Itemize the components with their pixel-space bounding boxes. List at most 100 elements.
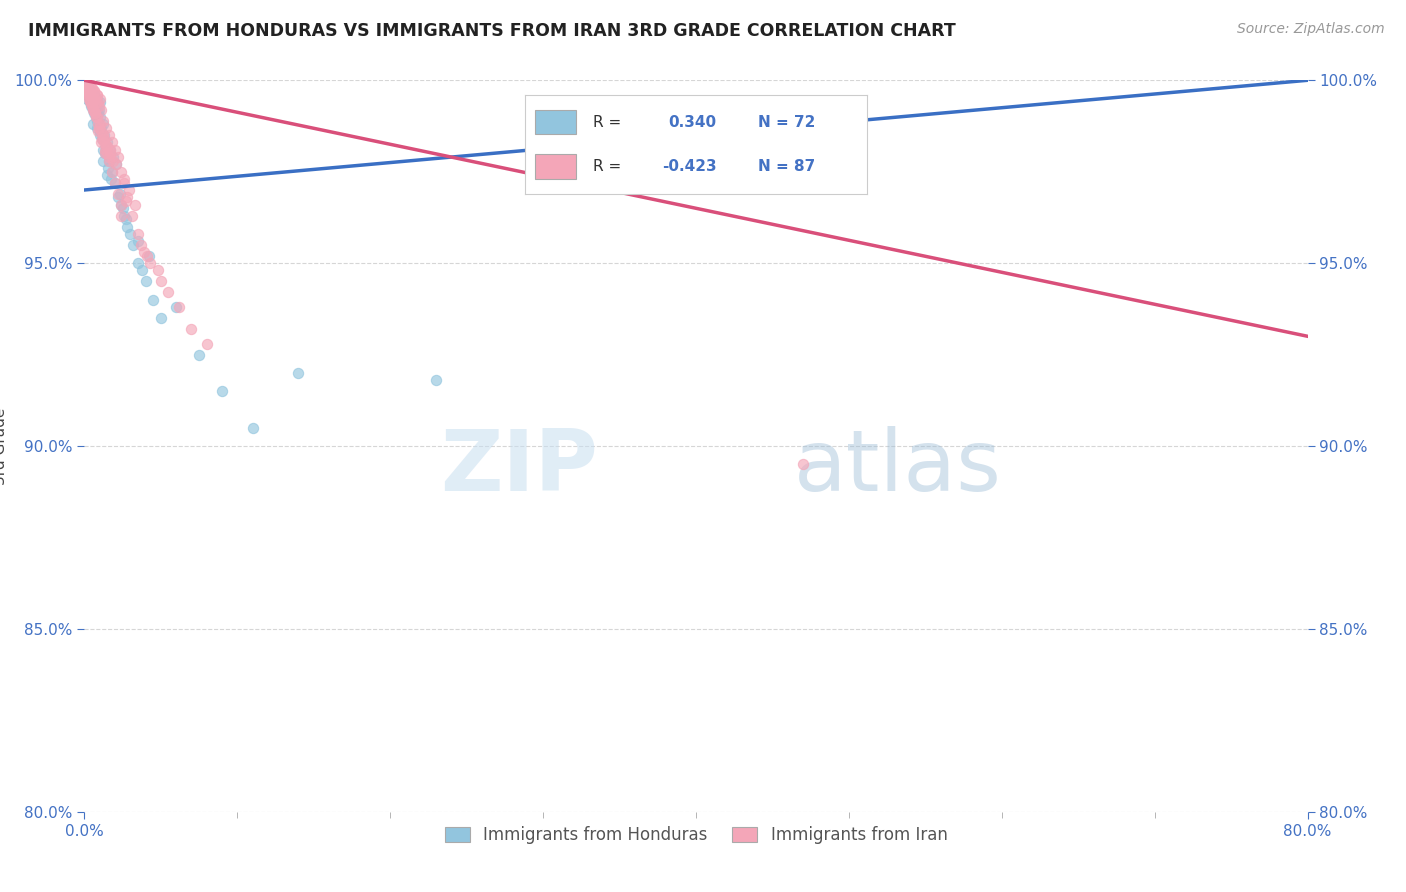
Point [84, 106, 107, 120]
Point [82, 95, 104, 110]
Point [86, 87, 108, 102]
Point [100, 172, 122, 186]
Point [114, 194, 136, 208]
Point [135, 275, 157, 289]
Point [96, 139, 118, 153]
Point [425, 373, 447, 387]
Point [94, 139, 117, 153]
Point [79, 87, 101, 102]
Point [77, 87, 100, 102]
Point [98, 150, 121, 164]
Point [142, 293, 165, 307]
Point [115, 190, 138, 204]
Point [792, 458, 814, 472]
Point [121, 209, 143, 223]
Point [76, 80, 98, 95]
Point [93, 146, 115, 161]
Point [83, 84, 105, 98]
Point [91, 132, 114, 146]
Point [83, 87, 105, 102]
Point [124, 197, 146, 211]
Point [96, 146, 118, 161]
Point [115, 219, 138, 234]
Point [97, 153, 120, 168]
Point [94, 143, 117, 157]
Point [86, 103, 108, 117]
Point [89, 128, 111, 143]
Point [84, 95, 107, 110]
Point [195, 336, 218, 351]
Point [138, 249, 160, 263]
Point [165, 300, 187, 314]
Point [77, 80, 100, 95]
Point [93, 143, 115, 157]
Point [91, 117, 114, 131]
Point [110, 164, 132, 178]
Y-axis label: 3rd Grade: 3rd Grade [0, 408, 7, 484]
Point [87, 124, 110, 138]
Point [79, 95, 101, 110]
Point [287, 366, 309, 380]
Point [105, 157, 128, 171]
Point [86, 87, 108, 102]
Point [82, 103, 104, 117]
Point [79, 95, 101, 110]
Point [129, 238, 152, 252]
Point [136, 249, 159, 263]
Point [80, 99, 103, 113]
Point [89, 120, 111, 135]
Point [122, 238, 145, 252]
Point [131, 263, 153, 277]
Point [211, 384, 233, 399]
Point [77, 87, 100, 102]
Point [98, 143, 121, 157]
Point [242, 421, 264, 435]
Point [91, 153, 114, 168]
Point [104, 176, 127, 190]
Point [84, 92, 107, 106]
Point [90, 136, 112, 150]
Point [180, 322, 202, 336]
Point [103, 153, 125, 168]
Point [82, 99, 104, 113]
Legend: Immigrants from Honduras, Immigrants from Iran: Immigrants from Honduras, Immigrants fro… [437, 820, 955, 851]
Point [93, 132, 115, 146]
Point [91, 113, 114, 128]
Point [157, 285, 180, 300]
Point [112, 176, 135, 190]
Point [101, 164, 124, 178]
Point [89, 110, 111, 124]
Point [82, 103, 104, 117]
Point [108, 186, 131, 201]
Point [84, 110, 107, 124]
Text: atlas: atlas [794, 426, 1002, 509]
Point [87, 103, 110, 117]
Point [86, 120, 108, 135]
Point [80, 80, 103, 95]
Point [107, 190, 129, 204]
Point [87, 95, 110, 110]
Point [146, 263, 169, 277]
Point [76, 92, 98, 106]
Point [79, 84, 101, 98]
Point [96, 136, 118, 150]
Point [76, 84, 98, 98]
Point [77, 87, 100, 102]
Point [139, 256, 162, 270]
Text: IMMIGRANTS FROM HONDURAS VS IMMIGRANTS FROM IRAN 3RD GRADE CORRELATION CHART: IMMIGRANTS FROM HONDURAS VS IMMIGRANTS F… [28, 22, 956, 40]
Point [83, 84, 105, 98]
Point [77, 92, 100, 106]
Point [82, 92, 104, 106]
Point [75, 80, 97, 95]
Point [77, 84, 100, 98]
Point [94, 120, 117, 135]
Point [83, 106, 105, 120]
Point [83, 106, 105, 120]
Point [167, 300, 190, 314]
Point [80, 95, 103, 110]
Point [86, 110, 108, 124]
Point [86, 113, 108, 128]
Point [89, 117, 111, 131]
Point [107, 186, 129, 201]
Point [104, 176, 127, 190]
